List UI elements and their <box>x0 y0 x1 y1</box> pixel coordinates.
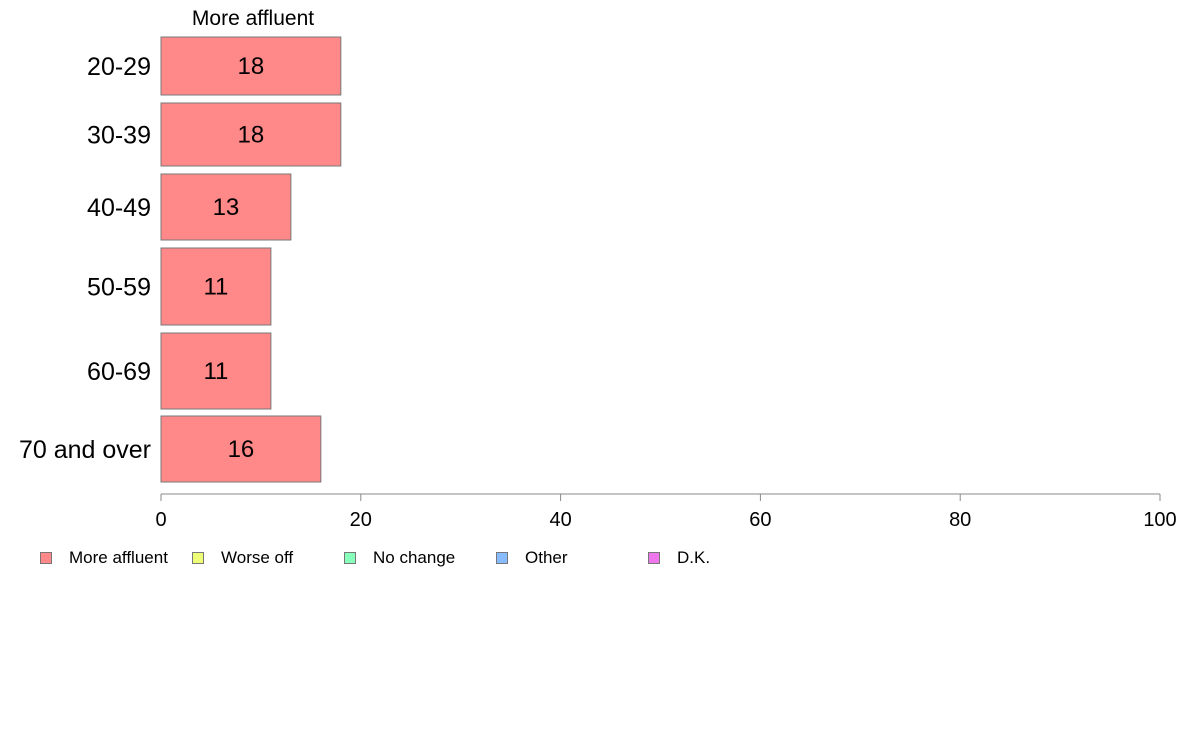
data-label: 18 <box>238 53 265 80</box>
bar-30-39 <box>160 102 342 167</box>
x-tick-label: 60 <box>749 509 771 531</box>
bar-20-29 <box>160 36 342 96</box>
bars-group: 18 18 13 11 11 16 <box>160 36 342 483</box>
category-label: 20-29 <box>87 53 151 81</box>
legend-swatch-more-affluent <box>40 552 52 564</box>
legend-item-no-change: No change <box>344 548 455 568</box>
legend-swatch-other <box>496 552 508 564</box>
legend-label: D.K. <box>677 548 711 567</box>
bar-40-49 <box>160 173 292 241</box>
x-tick-label: 100 <box>1143 509 1176 531</box>
legend-label: Worse off <box>221 548 294 567</box>
category-label: 30-39 <box>87 122 151 150</box>
legend-label: More affluent <box>69 548 168 567</box>
legend-item-dk: D.K. <box>648 548 710 568</box>
x-tick-label: 40 <box>549 509 571 531</box>
category-label: 50-59 <box>87 274 151 302</box>
x-tick-label: 0 <box>155 509 166 531</box>
bar-50-59 <box>160 247 272 326</box>
data-label: 11 <box>203 274 228 301</box>
data-label: 11 <box>203 358 228 385</box>
bar-60-69 <box>160 332 272 410</box>
x-tick-label: 20 <box>350 509 372 531</box>
legend-label: Other <box>525 548 568 567</box>
data-label: 16 <box>228 436 255 463</box>
data-label: 18 <box>238 122 265 149</box>
category-label: 70 and over <box>19 436 151 464</box>
legend-item-other: Other <box>496 548 568 568</box>
x-axis: 0 20 40 60 80 100 <box>155 493 1177 531</box>
category-label: 40-49 <box>87 194 151 222</box>
legend-swatch-worse-off <box>192 552 204 564</box>
legend-item-more-affluent: More affluent <box>40 548 168 568</box>
legend-swatch-no-change <box>344 552 356 564</box>
legend-swatch-dk <box>648 552 660 564</box>
category-labels: 20-29 30-39 40-49 50-59 60-69 70 and over <box>19 53 151 464</box>
x-tick-label: 80 <box>949 509 971 531</box>
category-label: 60-69 <box>87 358 151 386</box>
data-label: 13 <box>213 194 240 221</box>
bar-70-and-over <box>160 415 322 483</box>
legend-item-worse-off: Worse off <box>192 548 293 568</box>
column-header: More affluent <box>192 7 314 30</box>
legend-label: No change <box>373 548 456 567</box>
